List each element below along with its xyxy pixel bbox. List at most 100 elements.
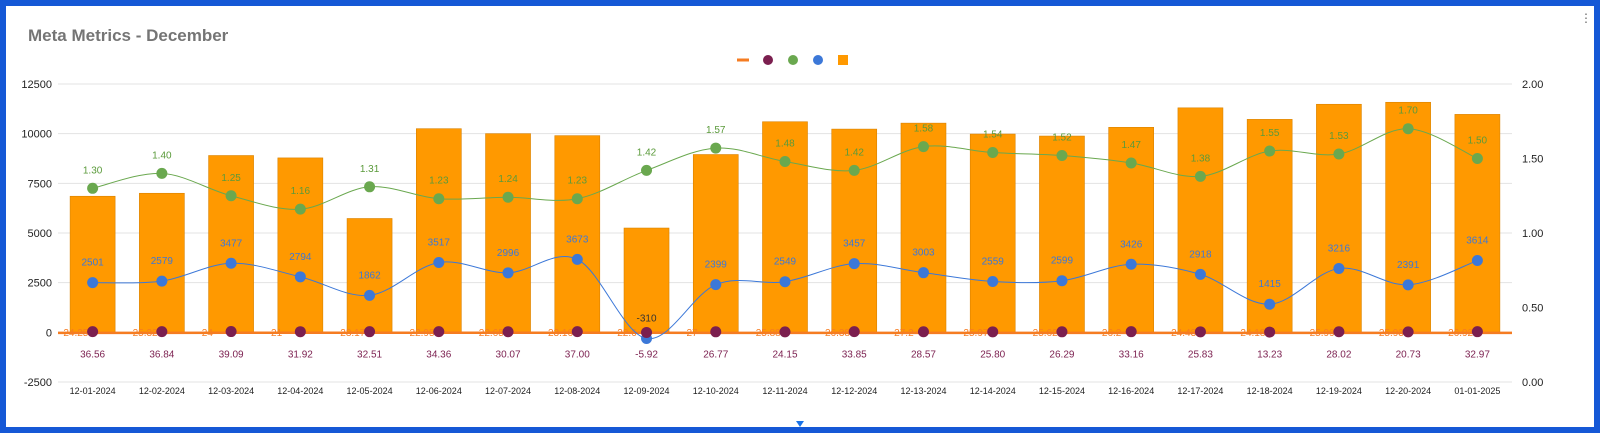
data-point-green — [87, 182, 99, 194]
data-label-green: 1.55 — [1260, 128, 1280, 139]
data-point-blue — [364, 289, 376, 301]
data-point-green — [1333, 148, 1345, 160]
data-label-maroon: 36.84 — [149, 349, 174, 360]
data-point-maroon — [87, 326, 99, 338]
data-label-maroon: 25.80 — [980, 349, 1005, 360]
data-point-maroon — [1125, 326, 1137, 338]
data-label-blue: 1415 — [1259, 279, 1282, 290]
data-label-blue: 3216 — [1328, 243, 1351, 254]
x-axis-tick-label: 12-15-2024 — [1039, 386, 1085, 396]
data-point-maroon — [364, 326, 376, 338]
left-axis-tick-label: 12500 — [21, 79, 52, 91]
data-label-orange: -27.2 — [891, 328, 914, 339]
data-label-orange: -24.25 — [60, 328, 89, 339]
x-axis-tick-label: 01-01-2025 — [1454, 386, 1500, 396]
data-label-green: 1.23 — [429, 176, 449, 187]
data-point-blue — [156, 275, 168, 287]
data-point-green — [987, 147, 999, 159]
data-point-blue — [1333, 262, 1345, 274]
data-point-green — [433, 193, 445, 205]
data-label-orange: -21 — [268, 328, 283, 339]
data-point-green — [225, 190, 237, 202]
left-axis-tick-label: 5000 — [28, 228, 52, 240]
data-point-blue — [848, 258, 860, 270]
bar — [692, 154, 739, 333]
bar — [1177, 107, 1224, 333]
data-point-green — [364, 181, 376, 193]
data-point-blue — [87, 277, 99, 289]
data-point-blue — [571, 253, 583, 265]
data-point-green — [1056, 150, 1068, 162]
data-point-blue — [1056, 275, 1068, 287]
x-axis-tick-label: 12-20-2024 — [1385, 386, 1431, 396]
scroll-handle-icon[interactable] — [796, 421, 804, 427]
data-point-blue — [1194, 268, 1206, 280]
x-axis-tick-label: 12-04-2024 — [277, 386, 323, 396]
data-point-maroon — [225, 326, 237, 338]
bar — [416, 128, 462, 333]
data-label-orange: -24.18 — [1237, 328, 1266, 339]
data-label-maroon: 13.23 — [1257, 349, 1282, 360]
data-label-blue: 2549 — [774, 257, 797, 268]
data-point-blue — [1264, 298, 1276, 310]
data-point-blue — [1402, 279, 1414, 291]
data-point-maroon — [156, 326, 168, 338]
left-axis-tick-label: -2500 — [24, 377, 52, 389]
data-point-green — [1194, 170, 1206, 182]
data-point-maroon — [1402, 326, 1414, 338]
data-point-blue — [502, 267, 514, 279]
x-axis-tick-label: 12-18-2024 — [1247, 386, 1293, 396]
x-axis-tick-label: 12-08-2024 — [554, 386, 600, 396]
data-label-orange: -25.99 — [1306, 328, 1335, 339]
data-label-green: 1.42 — [637, 147, 657, 158]
data-label-orange: -22.65 — [475, 328, 504, 339]
data-point-maroon — [641, 326, 653, 338]
left-axis-tick-label: 10000 — [21, 129, 52, 141]
data-label-blue: 2579 — [151, 256, 174, 267]
chart-title: Meta Metrics - December — [28, 26, 229, 45]
data-point-blue — [294, 271, 306, 283]
data-label-green: 1.30 — [83, 165, 103, 176]
data-label-orange: -24 — [198, 328, 213, 339]
data-label-maroon: -5.92 — [635, 349, 658, 360]
data-label-orange: -22.95 — [406, 328, 435, 339]
data-label-orange: -27 — [683, 328, 698, 339]
data-point-green — [502, 191, 514, 203]
data-point-green — [779, 155, 791, 167]
data-label-blue: 2599 — [1051, 256, 1074, 267]
data-label-blue: 3477 — [220, 238, 243, 249]
data-point-maroon — [779, 326, 791, 338]
x-axis-tick-label: 12-13-2024 — [900, 386, 946, 396]
data-point-green — [1402, 123, 1414, 135]
data-label-green: 1.40 — [152, 150, 172, 161]
data-label-blue: 2399 — [705, 260, 728, 271]
data-point-green — [571, 193, 583, 205]
data-label-green: 1.70 — [1398, 106, 1418, 117]
data-label-blue: 3426 — [1120, 239, 1143, 250]
data-point-blue — [710, 279, 722, 291]
data-label-green: 1.16 — [291, 186, 311, 197]
data-point-maroon — [1194, 326, 1206, 338]
data-point-blue — [1471, 255, 1483, 267]
data-point-green — [641, 164, 653, 176]
data-label-orange: -23.17 — [337, 328, 366, 339]
right-axis-tick-label: 2.00 — [1522, 79, 1543, 91]
data-label-green: 1.48 — [775, 138, 795, 149]
data-label-blue: 3457 — [843, 239, 866, 250]
data-label-maroon: 30.07 — [496, 349, 521, 360]
data-label-maroon: 39.09 — [219, 349, 244, 360]
data-label-blue: 1862 — [358, 270, 381, 281]
x-axis-tick-label: 12-09-2024 — [624, 386, 670, 396]
legend-swatch-point — [788, 55, 798, 65]
data-label-maroon: 34.36 — [426, 349, 451, 360]
data-label-orange: -24.43 — [1168, 328, 1197, 339]
data-label-green: 1.38 — [1191, 153, 1211, 164]
data-point-green — [1471, 153, 1483, 164]
right-axis-tick-label: 1.00 — [1522, 228, 1543, 240]
x-axis-tick-label: 12-11-2024 — [762, 386, 807, 396]
data-label-orange: -25.62 — [1029, 328, 1058, 339]
x-axis-tick-label: 12-05-2024 — [347, 386, 393, 396]
data-label-blue: 2501 — [81, 258, 104, 269]
data-label-blue: 3517 — [428, 237, 451, 248]
